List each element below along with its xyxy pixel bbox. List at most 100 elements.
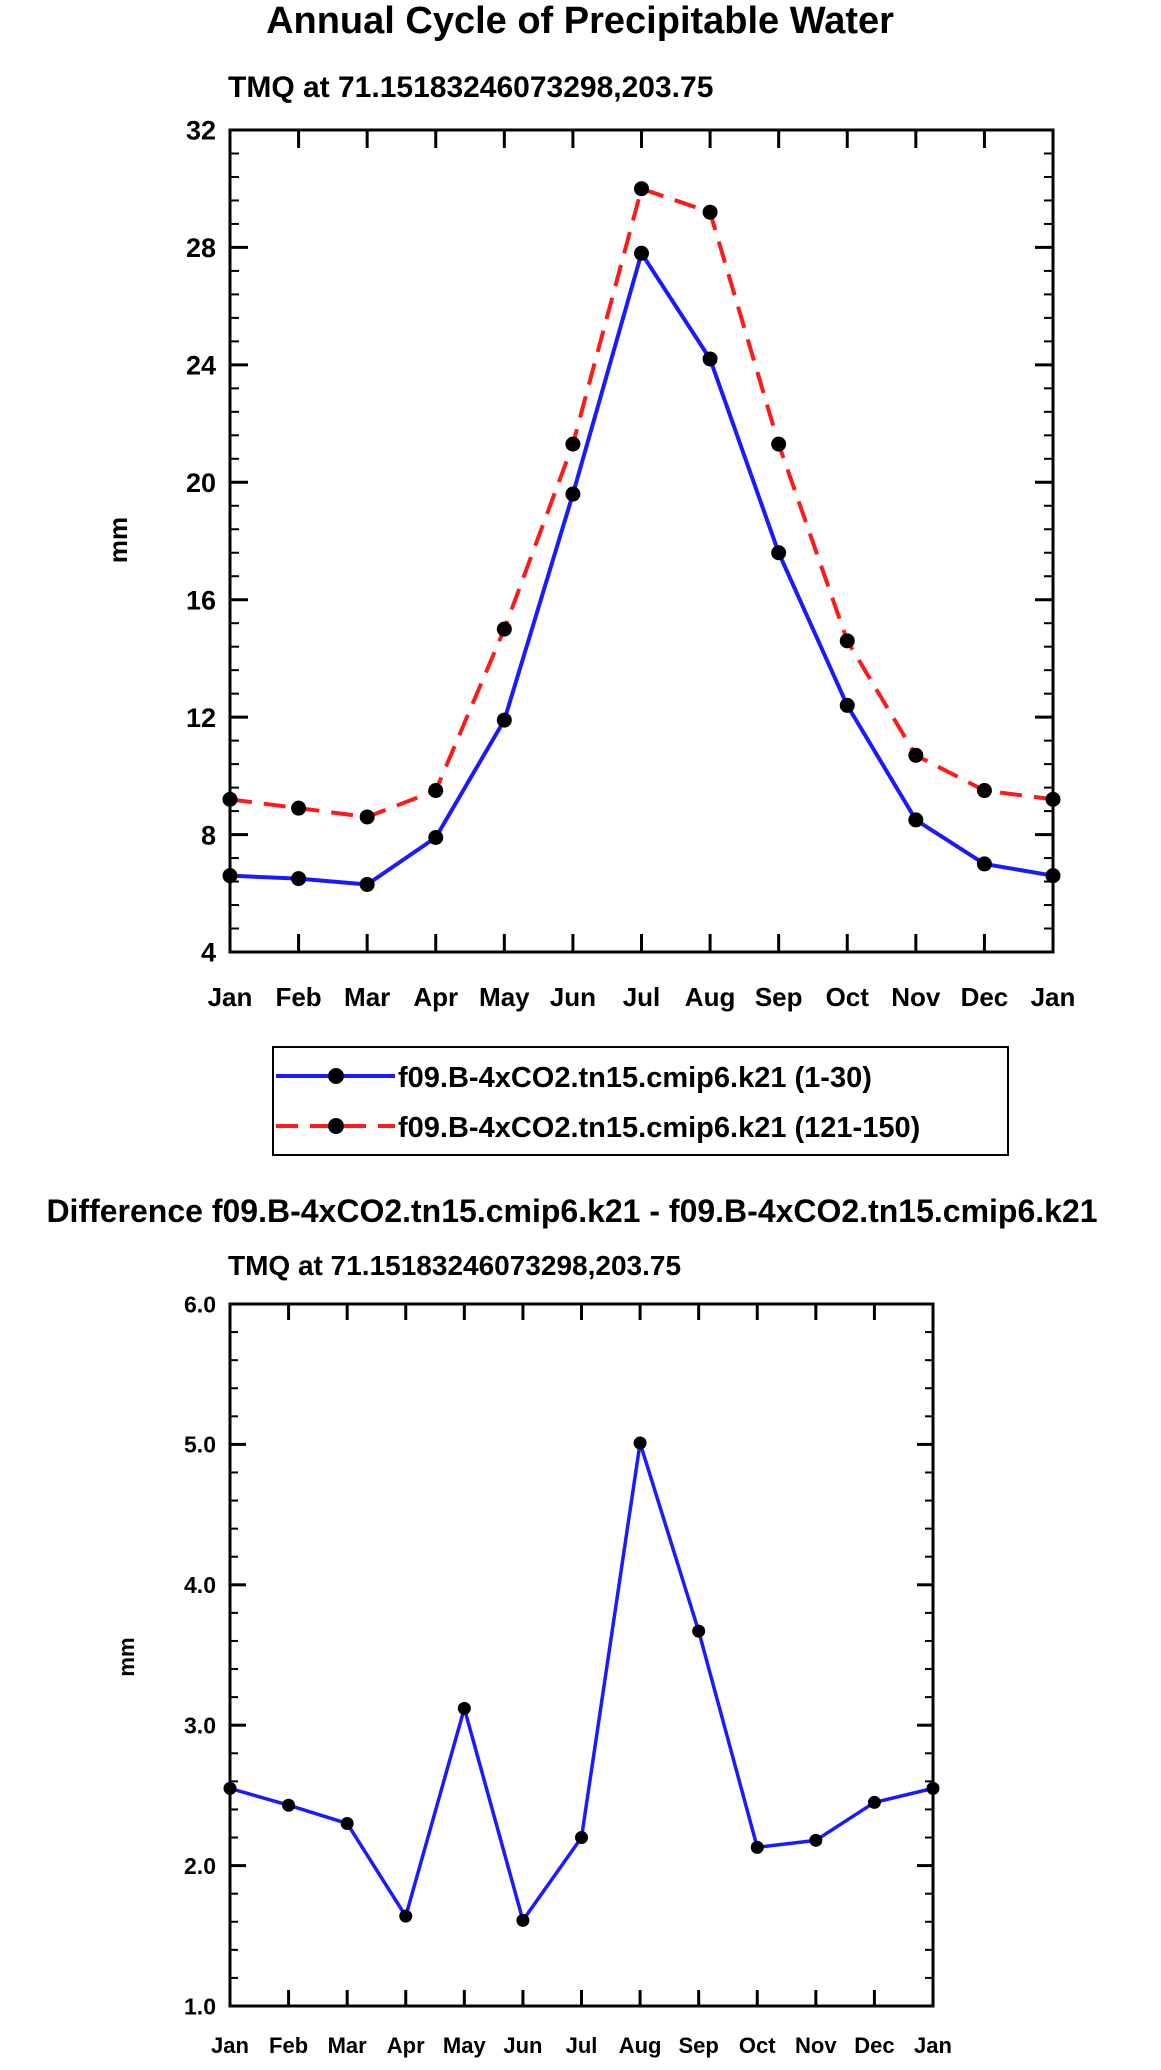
chart-annual-cycle: Annual Cycle of Precipitable Water TMQ a… xyxy=(103,0,1076,1156)
y-tick-label: 24 xyxy=(186,351,216,381)
data-point-series-1 xyxy=(976,856,992,872)
y-tick-label: 4.0 xyxy=(184,1572,216,1598)
data-point-series-2 xyxy=(1045,791,1061,807)
data-point-series-2 xyxy=(222,791,238,807)
x-tick-label: Apr xyxy=(387,2033,425,2058)
data-point-series-1 xyxy=(750,1840,764,1854)
chart1-ylabel: mm xyxy=(103,517,133,563)
data-point-series-2 xyxy=(976,783,992,799)
legend-label-series-2: f09.B-4xCO2.tn15.cmip6.k21 (121-150) xyxy=(398,1112,920,1144)
chart2-series xyxy=(223,1436,940,1927)
data-point-series-2 xyxy=(908,747,924,763)
data-point-series-2 xyxy=(771,436,787,452)
x-tick-label: May xyxy=(443,2033,487,2058)
chart1-subtitle: TMQ at 71.15183246073298,203.75 xyxy=(228,71,713,104)
x-tick-label: Feb xyxy=(269,2033,308,2058)
chart-difference: Difference f09.B-4xCO2.tn15.cmip6.k21 - … xyxy=(46,1193,1097,2058)
x-tick-label: Nov xyxy=(795,2033,837,2058)
y-tick-label: 4 xyxy=(201,938,216,968)
data-point-series-1 xyxy=(565,486,581,502)
data-point-series-1 xyxy=(926,1781,940,1795)
y-tick-label: 2.0 xyxy=(184,1853,216,1879)
chart1-y-tick-labels: 4 8 12 16 20 24 28 32 xyxy=(186,116,216,968)
x-tick-label: Jan xyxy=(1031,982,1076,1012)
data-point-series-2 xyxy=(428,783,444,799)
chart1-x-tick-labels: Jan Feb Mar Apr May Jun Jul Aug Sep Oct Nov Dec Jan xyxy=(208,982,1076,1012)
data-point-series-1 xyxy=(359,876,375,892)
chart2-y-tick-labels: 1.0 2.0 3.0 4.0 5.0 6.0 xyxy=(184,1291,216,2019)
x-tick-label: Jan xyxy=(208,982,253,1012)
x-tick-label: Jun xyxy=(550,982,596,1012)
x-tick-label: Apr xyxy=(413,982,458,1012)
data-point-series-2 xyxy=(359,809,375,825)
data-point-series-1 xyxy=(428,830,444,846)
x-tick-label: Oct xyxy=(739,2033,776,2058)
x-tick-label: Jan xyxy=(211,2033,249,2058)
chart2-x-tick-labels: Jan Feb Mar Apr May Jun Jul Aug Sep Oct Nov Dec Jan xyxy=(211,2033,952,2058)
data-point-series-1 xyxy=(223,1781,237,1795)
x-tick-label: Mar xyxy=(344,982,390,1012)
data-point-series-1 xyxy=(867,1795,881,1809)
y-tick-label: 16 xyxy=(186,585,216,615)
data-point-series-1 xyxy=(809,1833,823,1847)
data-point-series-1 xyxy=(633,1436,647,1450)
legend-box xyxy=(272,1046,1009,1156)
data-point-series-1 xyxy=(771,545,787,561)
legend-marker-series-2 xyxy=(328,1118,344,1134)
chart2-ylabel: mm xyxy=(114,1637,139,1676)
series-line-1 xyxy=(229,251,1054,887)
chart2-axis-ticks xyxy=(228,1302,935,2008)
data-point-series-1 xyxy=(399,1909,413,1923)
x-tick-label: Jul xyxy=(566,2033,598,2058)
y-tick-label: 28 xyxy=(186,233,216,263)
x-tick-label: Mar xyxy=(328,2033,368,2058)
x-tick-label: Jan xyxy=(914,2033,952,2058)
data-point-series-1 xyxy=(575,1831,588,1845)
chart1-legend: f09.B-4xCO2.tn15.cmip6.k21 (1-30) f09.B-… xyxy=(272,1046,1009,1156)
series-line-1 xyxy=(229,1441,934,1923)
data-point-series-1 xyxy=(340,1816,354,1830)
data-point-series-1 xyxy=(692,1624,706,1638)
data-point-series-1 xyxy=(291,871,307,887)
data-point-series-1 xyxy=(634,245,649,261)
data-point-series-1 xyxy=(282,1798,296,1812)
legend-marker-series-1 xyxy=(328,1068,344,1084)
chart2-subtitle: TMQ at 71.15183246073298,203.75 xyxy=(228,1250,681,1281)
chart2-title: Difference f09.B-4xCO2.tn15.cmip6.k21 - … xyxy=(46,1193,1097,1229)
legend-label-series-1: f09.B-4xCO2.tn15.cmip6.k21 (1-30) xyxy=(398,1062,872,1094)
data-point-series-1 xyxy=(1045,868,1061,884)
data-point-series-1 xyxy=(457,1701,471,1715)
series-line-2 xyxy=(229,186,1054,819)
x-tick-label: Sep xyxy=(755,982,803,1012)
chart1-series xyxy=(222,181,1061,892)
x-tick-label: Feb xyxy=(275,982,321,1012)
chart2-plot-frame xyxy=(228,1302,935,2008)
y-tick-label: 3.0 xyxy=(184,1712,216,1738)
x-tick-label: Oct xyxy=(826,982,870,1012)
data-point-series-2 xyxy=(702,204,718,220)
data-point-series-1 xyxy=(908,812,924,828)
data-point-series-2 xyxy=(634,181,649,197)
data-point-series-1 xyxy=(839,697,855,713)
y-tick-label: 32 xyxy=(186,116,216,146)
chart1-title: Annual Cycle of Precipitable Water xyxy=(266,0,894,42)
x-tick-label: Jul xyxy=(623,982,661,1012)
data-point-series-2 xyxy=(291,800,307,816)
data-point-series-2 xyxy=(565,436,581,452)
data-point-series-1 xyxy=(702,351,718,367)
y-tick-label: 12 xyxy=(186,703,216,733)
x-tick-label: Dec xyxy=(854,2033,894,2058)
x-tick-label: Aug xyxy=(685,982,736,1012)
y-tick-label: 8 xyxy=(201,820,216,850)
y-tick-label: 6.0 xyxy=(184,1291,216,1317)
data-point-series-1 xyxy=(496,712,512,728)
data-point-series-1 xyxy=(222,868,238,884)
data-point-series-2 xyxy=(839,633,855,649)
y-tick-label: 5.0 xyxy=(184,1432,216,1458)
y-tick-label: 1.0 xyxy=(184,1993,216,2019)
data-point-series-2 xyxy=(496,621,512,637)
x-tick-label: Nov xyxy=(891,982,941,1012)
x-tick-label: Dec xyxy=(961,982,1009,1012)
x-tick-label: May xyxy=(479,982,530,1012)
